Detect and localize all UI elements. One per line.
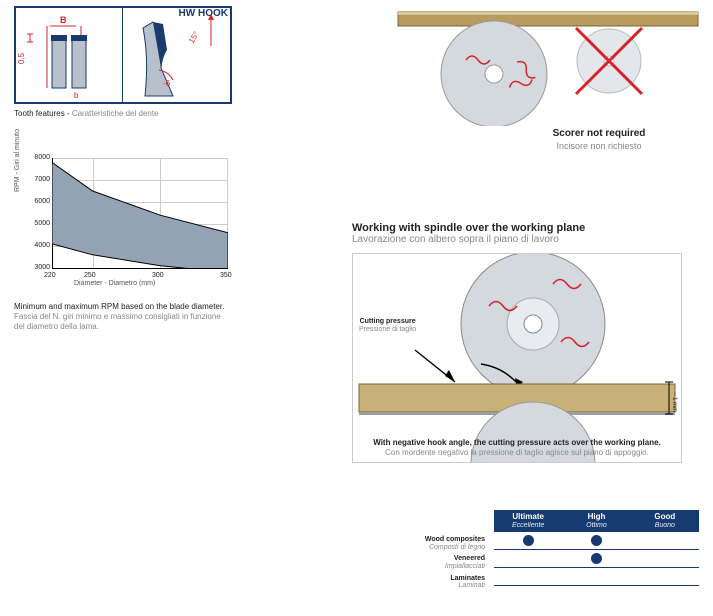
- tooth-diagram-frame: HW HOOK B b 0,5: [14, 6, 232, 104]
- rate-row: [494, 568, 699, 586]
- tooth-caption: Tooth features - Caratteristiche del den…: [14, 108, 232, 119]
- rate-row: [494, 550, 699, 568]
- chart-plot-area: [52, 158, 228, 268]
- dim-label: ~ 1 mm: [671, 392, 677, 412]
- rate-head-it: Buono: [631, 522, 699, 530]
- rate-dot-cell: [631, 538, 699, 542]
- rate-label-it: Laminati: [394, 582, 485, 590]
- chart-caption-en: Minimum and maximum RPM based on the bla…: [14, 302, 232, 312]
- svg-text:b: b: [74, 91, 79, 100]
- scorer-caption-en: Scorer not required: [514, 128, 684, 141]
- rate-label-it: Composti di legno: [394, 544, 485, 552]
- rate-head-cell: Ultimate Eccellente: [494, 510, 562, 532]
- rate-head-en: Good: [631, 512, 699, 522]
- rate-head-it: Ottimo: [562, 522, 630, 530]
- tooth-diagram-left: B b 0,5: [16, 8, 123, 102]
- xtick: 300: [152, 272, 164, 279]
- working-title-it: Lavorazione con albero sopra il piano di…: [352, 234, 692, 247]
- working-caption-it: Con mordente negativo la pressione di ta…: [353, 448, 681, 458]
- rate-label-it: Impiallacciati: [394, 563, 485, 571]
- tooth-diagram-right: 15° -6: [123, 8, 230, 102]
- tooth-caption-en: Tooth features -: [14, 109, 70, 118]
- ytick: 4000: [30, 242, 50, 249]
- xtick: 220: [44, 272, 56, 279]
- dot-icon: [523, 535, 534, 546]
- working-caption-en: With negative hook angle, the cutting pr…: [353, 438, 681, 448]
- rate-dot-cell: [631, 556, 699, 560]
- cutpress-label: Cutting pressure Pressione di taglio: [359, 318, 416, 335]
- xtick: 350: [220, 272, 232, 279]
- rate-label: Veneered Impiallacciati: [394, 553, 489, 572]
- x-axis-label: Diameter - Diametro (mm): [74, 280, 155, 287]
- rate-label: Laminates Laminati: [394, 573, 489, 592]
- rate-head-it: Eccellente: [494, 522, 562, 530]
- ytick: 5000: [30, 220, 50, 227]
- ytick: 8000: [30, 154, 50, 161]
- rate-head-cell: High Ottimo: [562, 510, 630, 532]
- ytick: 7000: [30, 176, 50, 183]
- scorer-panel: Scorer not required Incisore non richies…: [394, 6, 704, 146]
- working-caption: With negative hook angle, the cutting pr…: [353, 438, 681, 458]
- rate-head-cell: Good Buono: [631, 510, 699, 532]
- y-axis-label: RPM - Giri al minuto: [14, 129, 21, 192]
- ytick: 3000: [30, 264, 50, 271]
- rate-label-en: Wood composites: [394, 536, 485, 544]
- ytick: 6000: [30, 198, 50, 205]
- svg-text:0,5: 0,5: [17, 52, 26, 64]
- rpm-band-svg: [52, 158, 228, 268]
- tooth-feature-panel: HW HOOK B b 0,5: [14, 6, 232, 119]
- working-title-en: Working with spindle over the working pl…: [352, 222, 692, 234]
- rate-label-en: Laminates: [394, 575, 485, 583]
- rating-table: Wood composites Composti di legno Veneer…: [394, 510, 704, 592]
- dot-icon: [591, 535, 602, 546]
- scorer-svg: [394, 6, 704, 126]
- working-svg: [353, 254, 681, 462]
- xtick: 250: [84, 272, 96, 279]
- rate-dot-cell: [562, 551, 630, 566]
- svg-text:15°: 15°: [187, 30, 201, 45]
- rate-dot-cell: [631, 574, 699, 578]
- rate-head-en: Ultimate: [494, 512, 562, 522]
- rating-grid: Ultimate Eccellente High Ottimo Good Buo…: [494, 510, 699, 592]
- chart-caption-it: Fascia del N. giri minimo e massimo cons…: [14, 312, 232, 332]
- cutpress-en: Cutting pressure: [359, 318, 416, 326]
- svg-text:-6: -6: [163, 79, 171, 88]
- svg-text:B: B: [60, 15, 67, 25]
- working-panel: Working with spindle over the working pl…: [352, 222, 692, 463]
- rate-label: Wood composites Composti di legno: [394, 534, 489, 553]
- rpm-chart: RPM - Giri al minuto 8000 7000 6000 5000…: [14, 152, 232, 292]
- rate-head-en: High: [562, 512, 630, 522]
- rate-dot-cell: [494, 556, 562, 560]
- rating-header: Ultimate Eccellente High Ottimo Good Buo…: [494, 510, 699, 532]
- chart-caption: Minimum and maximum RPM based on the bla…: [14, 302, 232, 332]
- rate-row: [494, 532, 699, 550]
- dot-icon: [591, 553, 602, 564]
- rating-row-labels: Wood composites Composti di legno Veneer…: [394, 510, 494, 592]
- scorer-caption-it: Incisore non richiesto: [514, 141, 684, 152]
- tooth-right-svg: 15° -6: [123, 8, 230, 102]
- rate-dot-cell: [562, 533, 630, 548]
- tooth-caption-it: Caratteristiche del dente: [70, 109, 159, 118]
- scorer-caption: Scorer not required Incisore non richies…: [514, 128, 684, 152]
- rate-dot-cell: [494, 533, 562, 548]
- working-frame: Cutting pressure Pressione di taglio ~ 1…: [352, 253, 682, 463]
- rate-label-en: Veneered: [394, 555, 485, 563]
- rate-dot-cell: [562, 574, 630, 578]
- cutpress-it: Pressione di taglio: [359, 326, 416, 334]
- tooth-left-svg: B b 0,5: [16, 8, 123, 102]
- rate-dot-cell: [494, 574, 562, 578]
